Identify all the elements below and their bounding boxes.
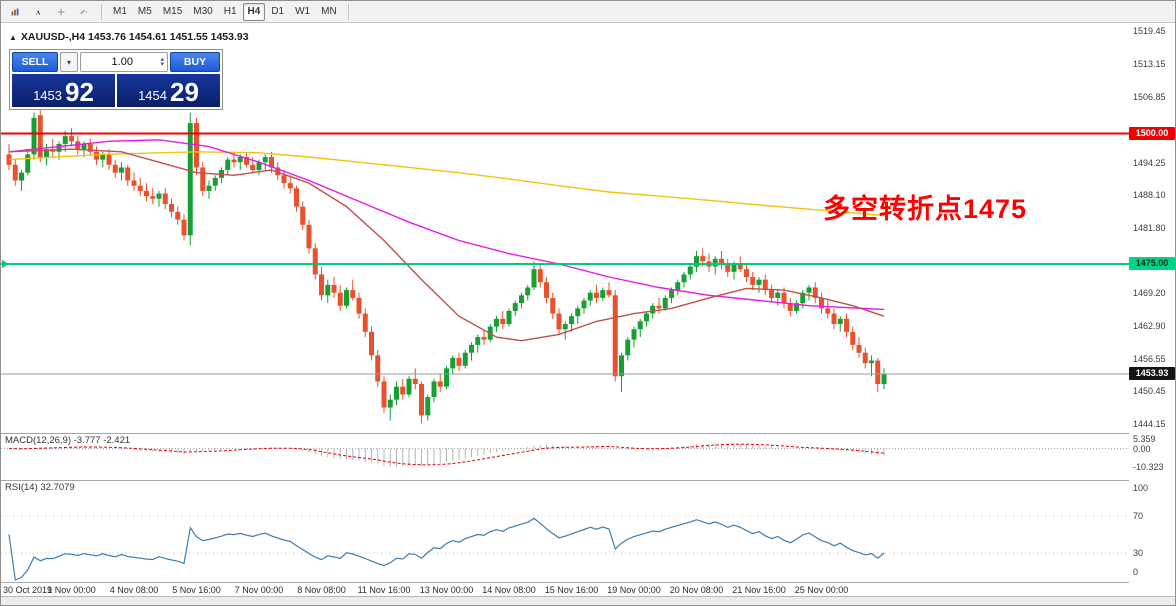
sell-price-main: 1453 xyxy=(33,88,62,103)
time-axis-label: 14 Nov 08:00 xyxy=(482,585,536,595)
price-tick-label: 1519.45 xyxy=(1133,26,1166,36)
price-tick-label: 1506.85 xyxy=(1133,91,1166,102)
time-axis: 30 Oct 2019 1 Nov 00:00 4 Nov 08:00 5 Nov 1… xyxy=(1,583,1129,599)
buy-button[interactable]: BUY xyxy=(170,52,220,72)
price-tick-label: 1469.20 xyxy=(1133,288,1166,299)
price-tick-label: 1494.25 xyxy=(1133,157,1166,168)
chart-symbol-label: ▲ XAUUSD-,H4 1453.76 1454.61 1451.55 145… xyxy=(9,31,249,43)
macd-indicator-label: MACD(12,26,9) -3.777 -2.421 xyxy=(5,435,131,446)
macd-axis-label: 0.00 xyxy=(1133,443,1151,454)
time-axis-label: 30 Oct 2019 xyxy=(3,585,53,595)
time-axis-label: 8 Nov 08:00 xyxy=(297,585,346,595)
buy-price[interactable]: 1454 29 xyxy=(117,74,220,107)
svg-text:A: A xyxy=(36,9,41,16)
price-tick-label: 1456.55 xyxy=(1133,354,1166,365)
chart-area[interactable]: 1519.45 1513.15 1506.85 1494.25 1488.10 1481.… xyxy=(1,23,1175,605)
timeframe-h1[interactable]: H1 xyxy=(219,3,242,21)
time-axis-label: 1 Nov 00:00 xyxy=(47,585,96,595)
ma-mid-magenta xyxy=(8,139,885,311)
timeframe-w1[interactable]: W1 xyxy=(290,3,315,21)
price-tick-label: 1513.15 xyxy=(1133,58,1166,69)
buy-price-pips: 29 xyxy=(170,77,199,107)
one-click-trading-panel: SELL ▾ 1.00 ▴ ▾ BUY 1453 92 1454 29 xyxy=(9,49,223,110)
status-strip xyxy=(1,596,1175,605)
text-a-icon[interactable]: A xyxy=(27,3,49,21)
price-tick-label: 1481.80 xyxy=(1133,222,1166,233)
macd-axis-label: -10.323 xyxy=(1133,462,1164,472)
price-level-tag: 1500.00 xyxy=(1129,126,1175,140)
timeframe-m30[interactable]: M30 xyxy=(188,3,217,21)
rsi-indicator-label: RSI(14) 32.7079 xyxy=(5,482,75,493)
toolbar-icons: A xyxy=(4,3,95,21)
price-axis: 1519.45 1513.15 1506.85 1494.25 1488.10 1481.… xyxy=(1129,23,1175,599)
toolbar-separator xyxy=(101,3,102,20)
time-axis-label: 21 Nov 16:00 xyxy=(732,585,786,595)
timeframe-mn[interactable]: MN xyxy=(316,3,342,21)
timeframe-h4[interactable]: H4 xyxy=(242,2,266,21)
rsi-axis-label: 30 xyxy=(1133,548,1144,558)
sell-price[interactable]: 1453 92 xyxy=(12,74,115,107)
buy-price-main: 1454 xyxy=(138,88,167,103)
time-axis-label: 15 Nov 16:00 xyxy=(544,585,599,595)
sell-price-pips: 92 xyxy=(65,77,94,107)
price-tick-label: 1444.15 xyxy=(1133,419,1166,429)
crosshair-icon[interactable] xyxy=(50,3,72,21)
moving-averages xyxy=(8,139,885,342)
macd-pane xyxy=(1,443,1129,467)
timeframe-m15[interactable]: M15 xyxy=(158,3,187,21)
time-axis-label: 7 Nov 00:00 xyxy=(234,585,284,595)
ohlc-readout: XAUUSD-,H4 1453.76 1454.61 1451.55 1453.… xyxy=(20,31,249,43)
volume-stepper[interactable]: 1.00 ▴ ▾ xyxy=(80,52,168,72)
chart-icon[interactable] xyxy=(4,3,26,21)
draw-tools-icon[interactable] xyxy=(73,3,95,21)
volume-spin-buttons[interactable]: ▴ ▾ xyxy=(160,56,164,68)
timeframe-m1[interactable]: M1 xyxy=(108,3,132,21)
time-axis-label: 4 Nov 08:00 xyxy=(109,585,159,595)
bid-price-tag: 1453.93 xyxy=(1129,366,1175,380)
trade-prices-row: 1453 92 1454 29 xyxy=(10,74,222,109)
toolbar-separator xyxy=(347,3,349,20)
price-tick-label: 1488.10 xyxy=(1133,189,1166,200)
horizontal-lines xyxy=(1,132,1129,375)
timeframe-m5[interactable]: M5 xyxy=(133,3,157,21)
time-axis-label: 19 Nov 00:00 xyxy=(607,585,661,595)
chevron-down-icon: ▾ xyxy=(67,57,72,67)
macd-axis-label: 5.359 xyxy=(1133,434,1156,444)
sell-button[interactable]: SELL xyxy=(12,52,58,72)
rsi-axis-label: 70 xyxy=(1133,510,1144,521)
spin-down-icon[interactable]: ▾ xyxy=(160,61,164,68)
time-axis-label: 25 Nov 00:00 xyxy=(794,585,849,595)
candlesticks xyxy=(6,110,887,424)
price-tick-label: 1462.90 xyxy=(1133,321,1166,332)
timeframe-d1[interactable]: D1 xyxy=(266,3,289,21)
expand-panel-icon[interactable]: ▲ xyxy=(9,32,17,42)
price-level-tag: 1475.00 xyxy=(1129,256,1175,270)
time-axis-label: 11 Nov 16:00 xyxy=(357,585,411,595)
timeframe-buttons: M1 M5 M15 M30 H1 H4 D1 W1 MN xyxy=(108,2,342,21)
spin-up-icon[interactable]: ▴ xyxy=(160,56,164,63)
time-axis-label: 13 Nov 00:00 xyxy=(419,585,474,595)
order-type-dropdown[interactable]: ▾ xyxy=(60,52,79,72)
ma-fast-red xyxy=(8,148,885,342)
toolbar: A M1 M5 M15 M30 H1 H4 D1 W1 MN xyxy=(1,1,1175,23)
rsi-pane xyxy=(1,515,1129,581)
price-tick-label: 1450.45 xyxy=(1133,386,1166,397)
time-axis-label: 20 Nov 08:00 xyxy=(669,585,724,595)
chart-annotation: 多空转折点1475 xyxy=(823,194,1028,224)
volume-value[interactable]: 1.00 xyxy=(111,56,133,68)
ma-slow-yellow xyxy=(8,151,885,217)
rsi-axis-label: 100 xyxy=(1133,483,1149,493)
trade-buttons-row: SELL ▾ 1.00 ▴ ▾ BUY xyxy=(10,50,222,74)
time-axis-label: 5 Nov 16:00 xyxy=(172,585,221,595)
rsi-axis-label: 0 xyxy=(1133,567,1139,577)
